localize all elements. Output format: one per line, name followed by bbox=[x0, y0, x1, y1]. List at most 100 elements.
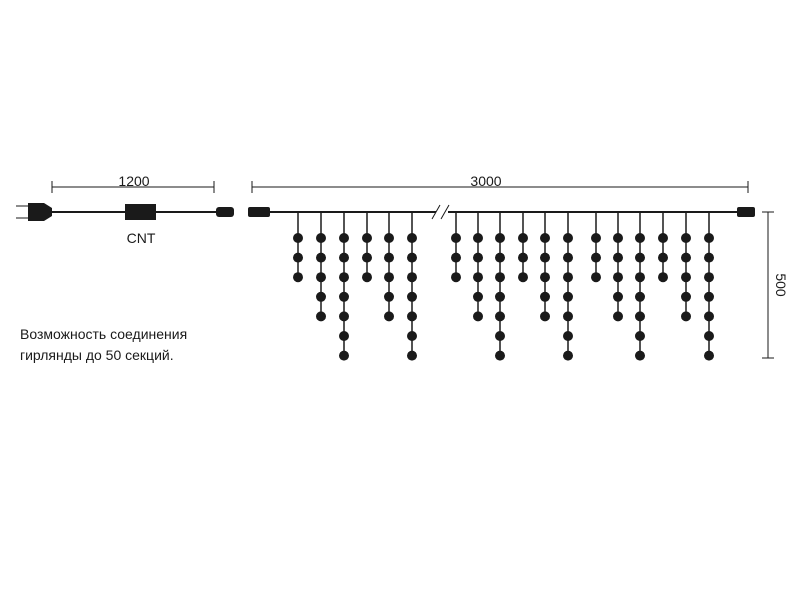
garland bbox=[248, 204, 755, 361]
bulb bbox=[495, 350, 505, 361]
bulb bbox=[540, 272, 550, 283]
bulb bbox=[658, 233, 668, 243]
controller-cable: CNT bbox=[16, 203, 234, 246]
bulb bbox=[362, 233, 372, 243]
bulb bbox=[473, 272, 483, 283]
bulb bbox=[563, 331, 573, 341]
bulb bbox=[316, 311, 326, 322]
note-line: Возможность соединения bbox=[20, 326, 187, 342]
bulb bbox=[473, 233, 483, 243]
bulb bbox=[635, 291, 645, 302]
bulb bbox=[591, 233, 601, 243]
note-line: гирлянды до 50 секций. bbox=[20, 347, 174, 363]
bulb bbox=[451, 272, 461, 283]
dimension-cable: 1200 bbox=[51, 173, 215, 193]
bulb bbox=[635, 350, 645, 361]
bulb bbox=[473, 311, 483, 322]
bulb bbox=[563, 233, 573, 243]
bulb bbox=[384, 252, 394, 263]
break-mark bbox=[440, 204, 450, 220]
bulb bbox=[563, 350, 573, 361]
connector bbox=[737, 207, 755, 217]
bulb bbox=[635, 252, 645, 263]
bulb bbox=[518, 233, 528, 243]
bulb bbox=[473, 291, 483, 302]
bulb bbox=[681, 252, 691, 263]
bulb bbox=[384, 272, 394, 283]
bulb bbox=[613, 311, 623, 322]
bulb bbox=[473, 252, 483, 263]
plug bbox=[28, 203, 52, 221]
bulb bbox=[339, 291, 349, 302]
bulb bbox=[407, 331, 417, 341]
bulb bbox=[293, 233, 303, 243]
bulb bbox=[540, 311, 550, 322]
connector bbox=[216, 207, 234, 217]
bulb bbox=[518, 252, 528, 263]
bulb bbox=[495, 311, 505, 322]
bulb bbox=[681, 291, 691, 302]
bulb bbox=[613, 272, 623, 283]
bulb bbox=[613, 291, 623, 302]
bulb bbox=[518, 272, 528, 283]
bulb bbox=[704, 350, 714, 361]
bulb bbox=[495, 291, 505, 302]
bulb bbox=[451, 233, 461, 243]
bulb bbox=[635, 331, 645, 341]
bulb bbox=[316, 233, 326, 243]
bulb bbox=[563, 291, 573, 302]
dimension-width: 3000 bbox=[251, 173, 749, 193]
bulb bbox=[407, 233, 417, 243]
bulb bbox=[316, 291, 326, 302]
bulb bbox=[495, 272, 505, 283]
dimension-height: 500 bbox=[762, 211, 789, 359]
bulb bbox=[495, 233, 505, 243]
bulb bbox=[563, 272, 573, 283]
bulb bbox=[451, 252, 461, 263]
bulb bbox=[540, 291, 550, 302]
connector bbox=[248, 207, 270, 217]
bulb bbox=[635, 233, 645, 243]
bulb bbox=[681, 311, 691, 322]
bulb bbox=[495, 252, 505, 263]
bulb bbox=[384, 233, 394, 243]
bulb bbox=[339, 311, 349, 322]
dimension-label: 1200 bbox=[118, 173, 149, 189]
break-mark bbox=[431, 204, 441, 220]
bulb bbox=[681, 272, 691, 283]
bulb bbox=[704, 252, 714, 263]
bulb bbox=[540, 252, 550, 263]
bulb bbox=[339, 272, 349, 283]
bulb bbox=[316, 252, 326, 263]
bulb bbox=[563, 311, 573, 322]
bulb bbox=[704, 233, 714, 243]
bulb bbox=[384, 311, 394, 322]
bulb bbox=[407, 291, 417, 302]
bulb bbox=[613, 252, 623, 263]
bulb bbox=[540, 233, 550, 243]
dimension-label: 500 bbox=[773, 273, 789, 297]
bulb bbox=[635, 272, 645, 283]
bulb bbox=[293, 252, 303, 263]
bulb bbox=[704, 291, 714, 302]
dimension-label: 3000 bbox=[470, 173, 501, 189]
bulb bbox=[704, 272, 714, 283]
bulb bbox=[339, 252, 349, 263]
bulb bbox=[495, 331, 505, 341]
bulb bbox=[339, 331, 349, 341]
bulb bbox=[658, 272, 668, 283]
bulb bbox=[362, 272, 372, 283]
bulb bbox=[704, 331, 714, 341]
controller-label: CNT bbox=[127, 230, 156, 246]
bulb bbox=[316, 272, 326, 283]
bulb bbox=[613, 233, 623, 243]
controller-box bbox=[125, 204, 156, 220]
bulb bbox=[658, 252, 668, 263]
bulb bbox=[681, 233, 691, 243]
bulb bbox=[407, 252, 417, 263]
bulb bbox=[384, 291, 394, 302]
bulb bbox=[339, 233, 349, 243]
bulb bbox=[407, 350, 417, 361]
